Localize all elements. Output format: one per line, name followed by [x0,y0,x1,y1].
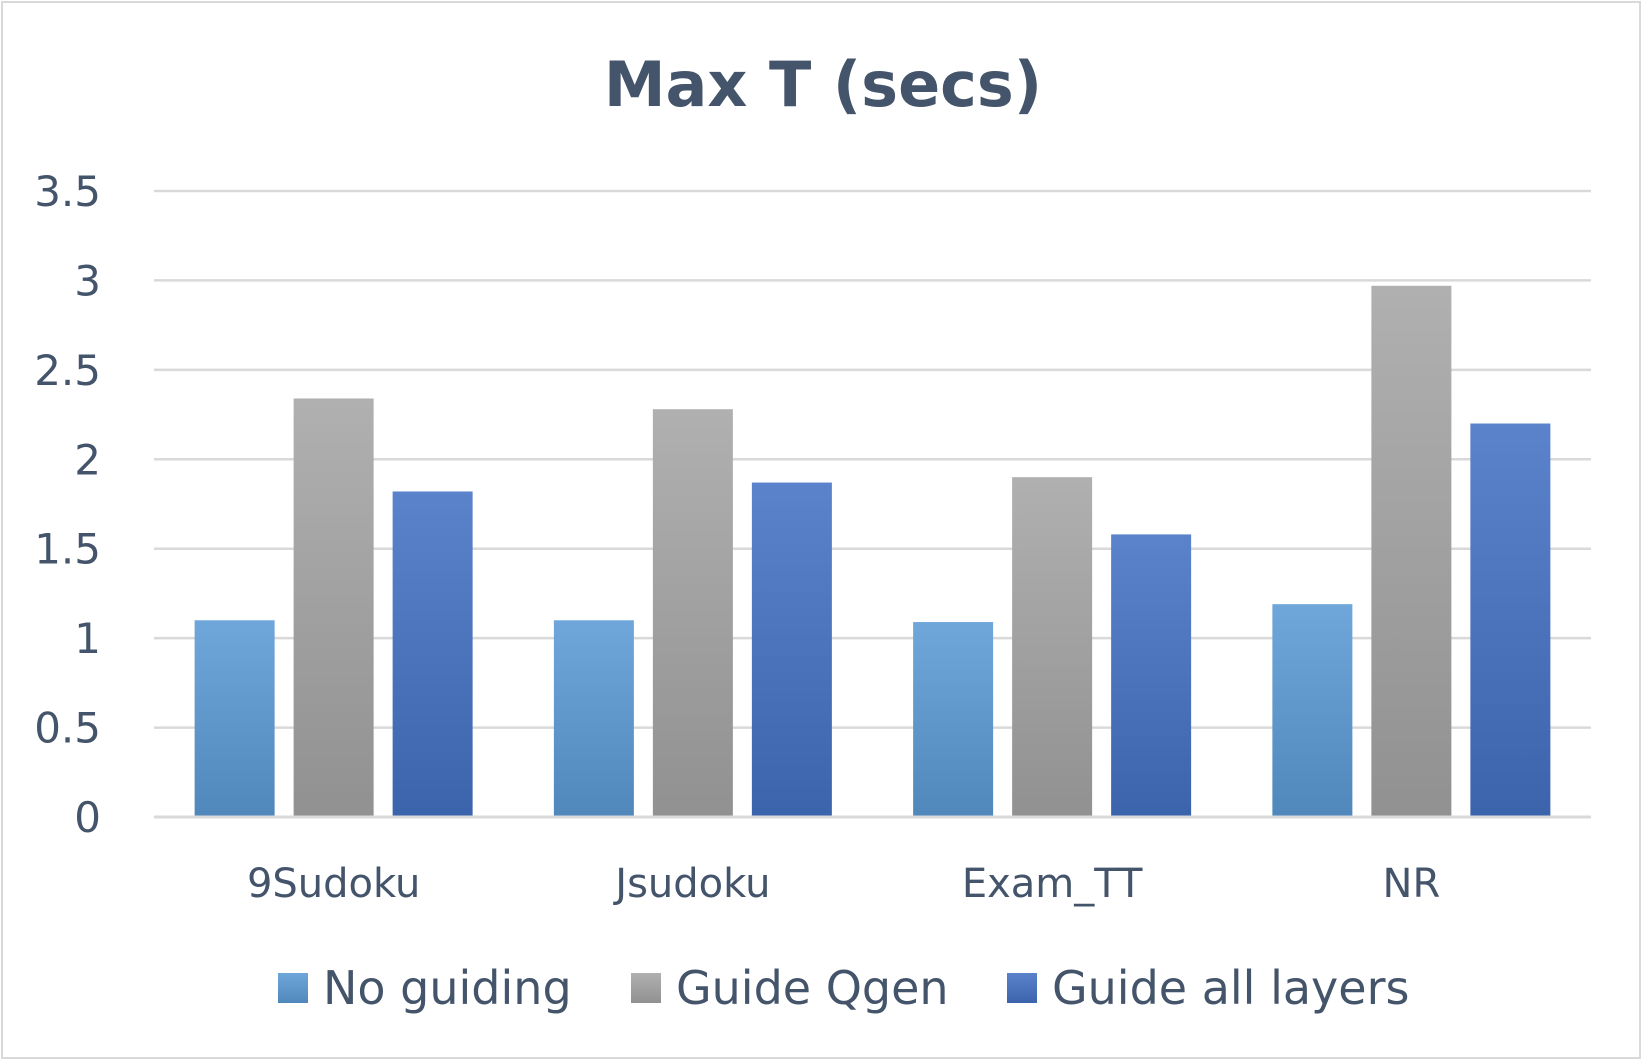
x-category-label: 9Sudoku [247,861,420,907]
bar-layer [194,285,1551,816]
chart-title: Max T (secs) [604,48,1042,121]
y-tick-label: 3 [74,256,101,305]
bar [194,620,275,816]
chart: Max T (secs) 0 0.5 1 1.5 2 2.5 3 3.5 9Sudoku Jsu… [34,48,1591,1015]
bar [751,482,832,816]
x-category-label: NR [1383,861,1441,907]
bar [913,622,994,816]
y-tick-label: 2.5 [34,346,101,395]
bar [1012,477,1093,816]
bar [553,620,634,816]
legend-label: Guide Qgen [676,961,949,1015]
x-category-label: Jsudoku [612,861,770,907]
y-tick-label: 0.5 [34,704,101,753]
legend: No guiding Guide Qgen Guide all layers [278,961,1409,1015]
x-axis-categories: 9Sudoku Jsudoku Exam_TT NR [247,861,1440,907]
legend-swatch [278,973,308,1003]
legend-label: No guiding [323,961,572,1015]
y-tick-label: 3.5 [34,167,101,216]
y-tick-label: 0 [74,793,101,842]
y-tick-label: 1.5 [34,525,101,574]
bar [1470,423,1551,816]
legend-swatch [1007,973,1037,1003]
bar [1111,534,1192,816]
bar [652,409,733,816]
x-category-label: Exam_TT [962,861,1143,907]
bar [293,398,374,816]
y-axis-ticks: 0 0.5 1 1.5 2 2.5 3 3.5 [34,167,101,842]
legend-swatch [631,973,661,1003]
y-tick-label: 2 [74,435,101,484]
y-tick-label: 1 [74,614,101,663]
bar [1272,604,1353,816]
bar [392,491,473,816]
legend-label: Guide all layers [1052,961,1409,1015]
bar [1371,285,1452,816]
